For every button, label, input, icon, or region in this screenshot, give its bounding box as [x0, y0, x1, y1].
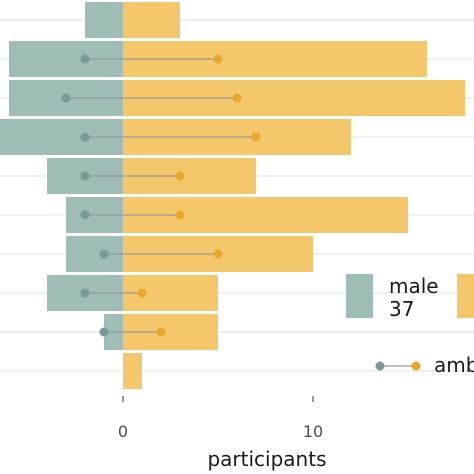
- dot-male: [80, 132, 90, 142]
- dot-markers: [61, 54, 261, 337]
- dot-other: [232, 93, 242, 103]
- bar-other: [123, 2, 180, 38]
- bar-male: [85, 2, 123, 38]
- dot-male: [99, 249, 109, 259]
- dot-male: [80, 210, 90, 220]
- dot-male: [80, 288, 90, 298]
- dot-male: [80, 54, 90, 64]
- legend-swatch-male: [346, 274, 373, 318]
- x-tick-label: 10: [303, 422, 323, 441]
- dot-male: [80, 171, 90, 181]
- dot-other: [156, 327, 166, 337]
- dot-other: [175, 171, 185, 181]
- x-axis-ticks: 0 10: [118, 396, 323, 441]
- legend-dot-label: amb: [434, 353, 474, 377]
- legend-dot-male: [375, 361, 385, 371]
- x-axis-title: participants: [207, 447, 326, 471]
- legend-value-male: 37: [389, 297, 414, 321]
- dot-male: [99, 327, 109, 337]
- dot-other: [175, 210, 185, 220]
- dot-other: [213, 249, 223, 259]
- bars: [0, 2, 465, 389]
- dot-other: [251, 132, 261, 142]
- legend: male 37 amb: [346, 274, 474, 377]
- legend-swatch-other: [457, 274, 474, 318]
- dot-male: [61, 93, 71, 103]
- dot-other: [213, 54, 223, 64]
- legend-label-male: male: [389, 274, 439, 298]
- legend-dot-other: [411, 361, 421, 371]
- bar-other: [123, 353, 142, 389]
- dot-other: [137, 288, 147, 298]
- x-tick-label: 0: [118, 422, 128, 441]
